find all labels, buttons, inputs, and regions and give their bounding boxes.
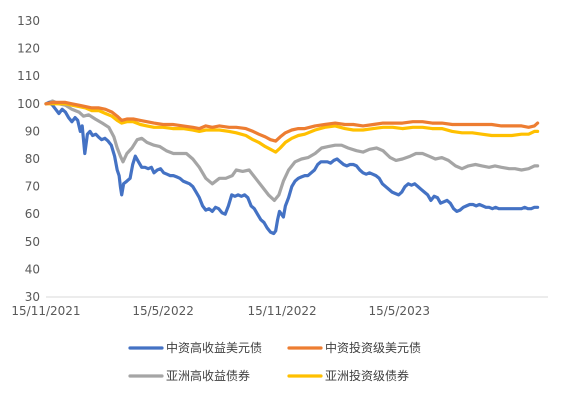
x-tick-label: 15/5/2022 <box>132 304 194 318</box>
y-tick-label: 130 <box>17 14 40 28</box>
x-tick-label: 15/5/2023 <box>368 304 430 318</box>
y-tick-label: 50 <box>25 235 40 249</box>
y-tick-label: 30 <box>25 290 40 304</box>
legend-label-2: 中资投资级美元债 <box>325 340 421 355</box>
y-tick-label: 60 <box>25 207 40 221</box>
legend-label-4: 亚洲投资级债券 <box>325 368 409 383</box>
y-tick-label: 80 <box>25 152 40 166</box>
y-tick-label: 40 <box>25 262 40 276</box>
series-line-4 <box>44 102 540 154</box>
series-line-3 <box>44 99 540 202</box>
y-tick-label: 70 <box>25 180 40 194</box>
y-tick-label: 90 <box>25 124 40 138</box>
legend-label-1: 中资高收益美元债 <box>166 340 262 355</box>
series-lines <box>44 99 540 236</box>
x-axis-ticks: 15/11/2021 15/5/2022 15/11/2022 15/5/2023 <box>11 304 430 318</box>
series-line-2 <box>44 100 540 143</box>
y-tick-label: 110 <box>17 69 40 83</box>
x-tick-label: 15/11/2022 <box>248 304 317 318</box>
series-line-1 <box>44 100 540 236</box>
x-tick-label: 15/11/2021 <box>11 304 80 318</box>
y-axis-ticks: 30 40 50 60 70 80 90 100 110 120 130 <box>17 14 40 304</box>
y-tick-label: 100 <box>17 97 40 111</box>
legend-label-3: 亚洲高收益债券 <box>166 368 250 383</box>
y-tick-label: 120 <box>17 42 40 56</box>
